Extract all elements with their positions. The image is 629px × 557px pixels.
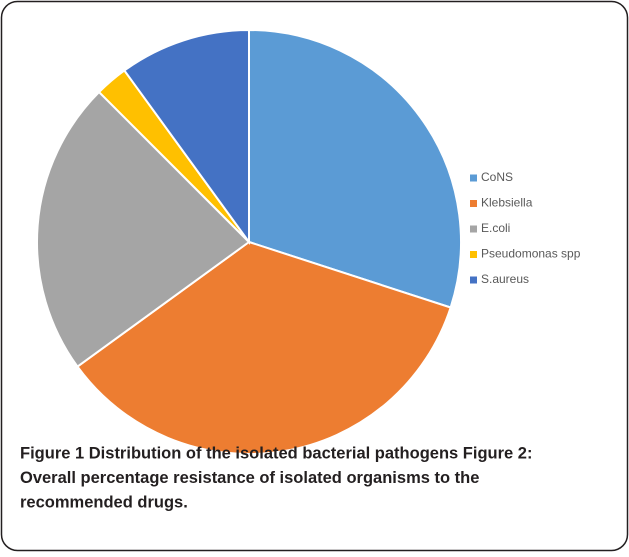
- pie-slice: [122, 28, 250, 246]
- pie-slice: [76, 240, 452, 455]
- legend-swatch: [470, 174, 477, 182]
- caption-line: recommended drugs.: [20, 493, 188, 511]
- legend-label: S.aureus: [481, 272, 529, 286]
- pie: [36, 28, 462, 455]
- caption: Figure 1 Distribution of the isolated ba…: [20, 444, 532, 511]
- caption-line: Figure 1 Distribution of the isolated ba…: [20, 444, 532, 462]
- legend-swatch: [470, 276, 477, 284]
- pie-slice: [36, 90, 251, 369]
- legend-swatch: [470, 225, 477, 233]
- legend-swatch: [470, 251, 477, 258]
- legend: CoNS Klebsiella E.coli Pseudomonas spp S.aur…: [470, 170, 581, 286]
- caption-line: Overall percentage resistance of isolate…: [20, 469, 479, 487]
- legend-label: E.coli: [481, 221, 510, 235]
- legend-label: Klebsiella: [481, 196, 533, 210]
- legend-label: CoNS: [481, 170, 513, 184]
- legend-label: Pseudomonas spp: [481, 247, 581, 261]
- legend-swatch: [470, 200, 477, 207]
- pie-slice: [248, 28, 462, 309]
